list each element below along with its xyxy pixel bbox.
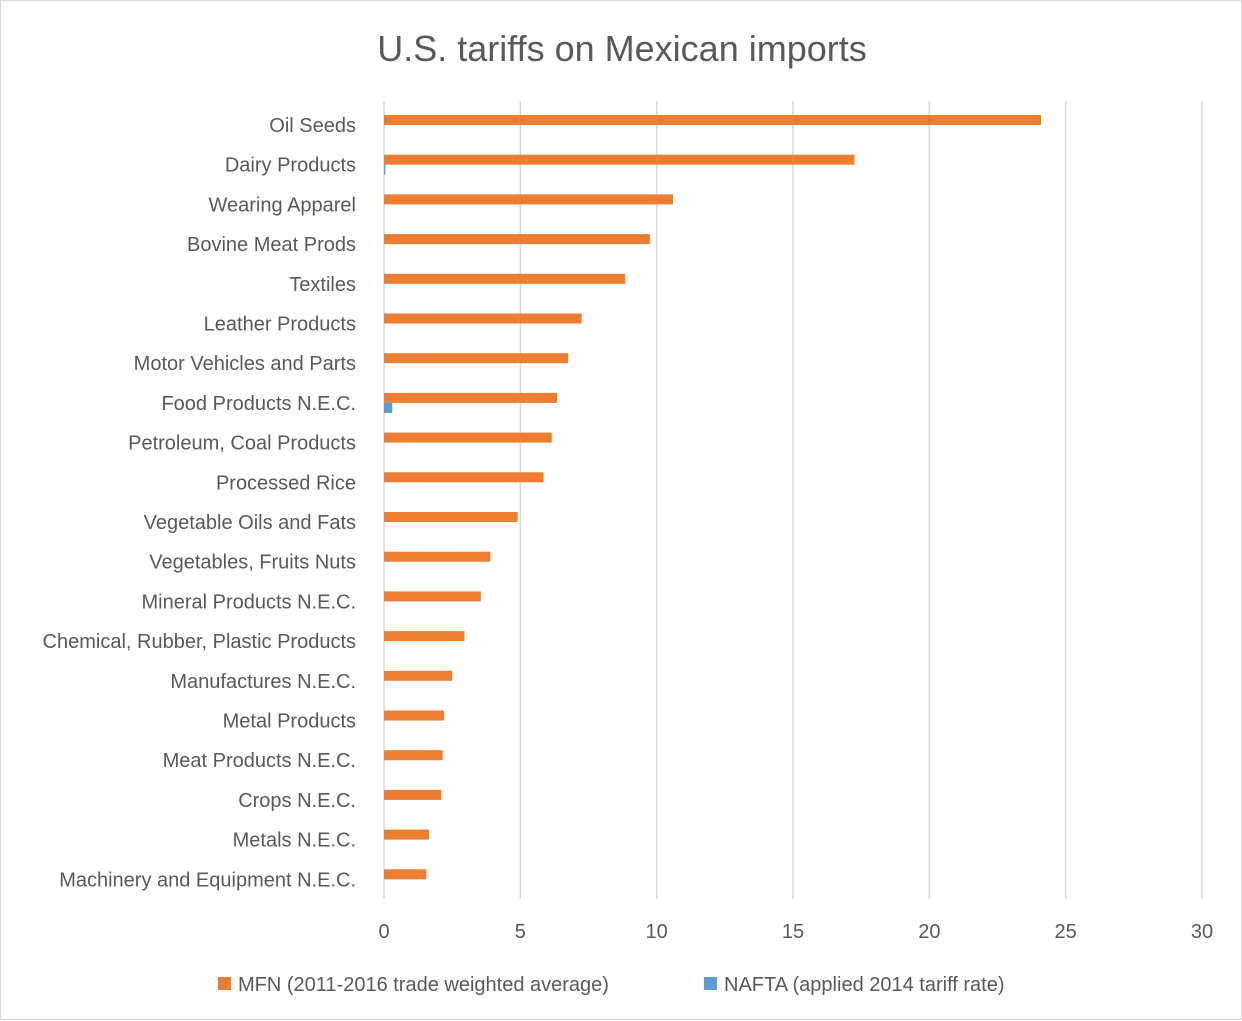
category-label: Metal Products [223,711,356,733]
legend-swatch [704,977,717,990]
x-tick-label: 0 [378,921,389,943]
bar-mfn [384,591,481,602]
x-tick-label: 20 [918,921,940,943]
bar-mfn [384,353,569,364]
bar-mfn [384,194,674,205]
bar-nafta [384,402,393,413]
x-tick-label: 10 [646,921,668,943]
bars [384,115,1042,880]
bar-mfn [384,273,626,284]
category-label: Mineral Products N.E.C. [141,591,356,613]
bar-mfn [384,829,429,840]
category-label: Leather Products [204,314,356,336]
category-label: Vegetable Oils and Fats [144,512,356,534]
legend-label: NAFTA (applied 2014 tariff rate) [724,974,1005,996]
category-label: Meat Products N.E.C. [163,750,356,772]
bar-mfn [384,710,444,721]
bar-mfn [384,432,552,443]
bar-mfn [384,789,442,800]
category-label: Wearing Apparel [209,194,357,216]
bar-mfn [384,115,1042,125]
category-label: Textiles [289,274,356,296]
bar-mfn [384,234,650,245]
legend-swatch [218,977,231,990]
category-label: Vegetables, Fruits Nuts [149,552,356,574]
x-axis-ticks: 0 5 10 15 20 25 30 [378,921,1213,943]
x-tick-label: 30 [1191,921,1213,943]
bar-mfn [384,472,544,483]
x-tick-label: 15 [782,921,804,943]
category-label: Processed Rice [216,472,356,494]
x-tick-label: 5 [515,921,526,943]
category-label: Crops N.E.C. [238,790,356,812]
bar-mfn [384,670,453,681]
category-label: Oil Seeds [269,115,356,137]
category-label: Manufactures N.E.C. [170,671,356,693]
legend: MFN (2011-2016 trade weighted average) NA… [218,974,1005,996]
bar-mfn [384,392,558,403]
bar-mfn [384,750,443,761]
bar-mfn [384,512,518,522]
bar-mfn [384,869,427,880]
bar-mfn [384,631,465,642]
category-label: Metals N.E.C. [233,830,356,852]
bar-nafta [384,164,386,175]
category-label: Bovine Meat Prods [187,234,356,256]
bar-mfn [384,154,855,165]
legend-label: MFN (2011-2016 trade weighted average) [238,974,609,996]
category-label: Chemical, Rubber, Plastic Products [43,631,356,653]
category-label: Dairy Products [225,155,356,177]
category-labels: Oil Seeds Dairy Products Wearing Apparel Bo… [43,115,356,891]
gridlines [383,101,1203,899]
category-label: Motor Vehicles and Parts [134,353,356,375]
category-label: Petroleum, Coal Products [128,433,356,455]
bar-mfn [384,313,582,324]
chart-title: U.S. tariffs on Mexican imports [377,28,867,69]
bar-mfn [384,551,491,562]
x-tick-label: 25 [1055,921,1077,943]
category-label: Machinery and Equipment N.E.C. [59,869,356,891]
category-label: Food Products N.E.C. [161,393,356,415]
